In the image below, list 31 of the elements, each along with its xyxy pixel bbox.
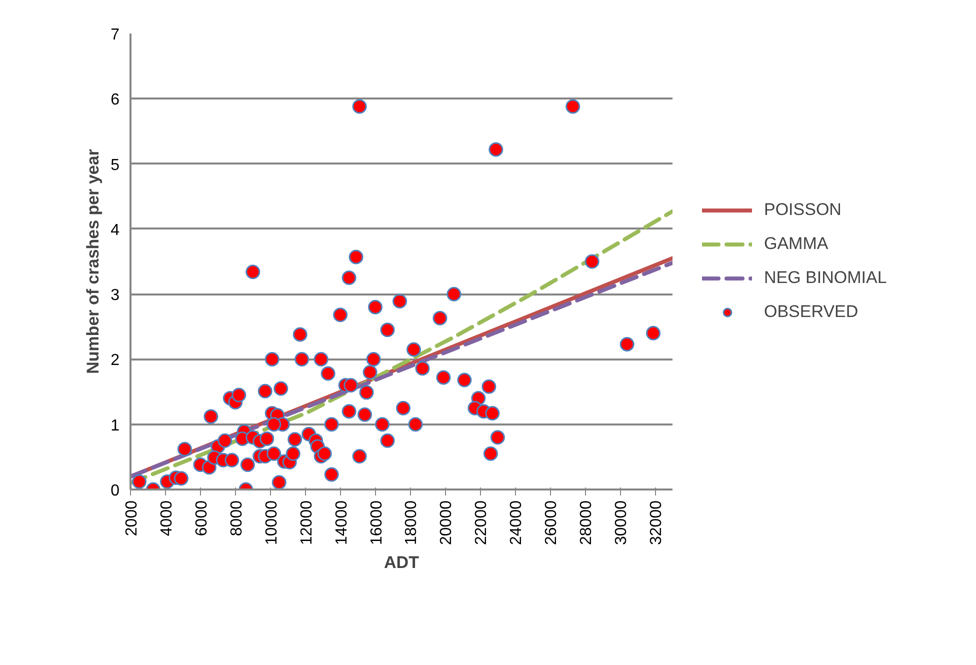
y-tick-label: 6 (110, 92, 120, 109)
x-axis-title: ADT (384, 552, 420, 572)
x-tick-label: 16000 (368, 500, 386, 545)
y-tick-label: 4 (110, 222, 120, 239)
x-tick-label: 4000 (158, 500, 176, 536)
x-tick-label: 22000 (473, 500, 490, 545)
y-tick-label: 7 (110, 26, 120, 44)
y-tick-label: 5 (110, 156, 120, 174)
x-tick-label: 14000 (333, 500, 350, 545)
x-tick-label: 2000 (124, 500, 140, 536)
x-tick-label: 10000 (263, 500, 280, 545)
legend-label: POISSON (764, 200, 842, 220)
x-tick-label: 24000 (508, 500, 526, 545)
x-tick-label: 30000 (613, 500, 630, 545)
x-tick-label: 32000 (648, 500, 666, 545)
x-tick-label: 18000 (403, 500, 420, 545)
x-tick-label: 12000 (298, 500, 316, 545)
x-tick-label: 6000 (193, 500, 210, 536)
y-axis-title: Number of crashes per year (84, 148, 103, 374)
y-tick-label: 2 (110, 352, 120, 370)
line-series (130, 209, 672, 485)
y-tick-label: 0 (110, 482, 120, 500)
y-tick-label: 1 (110, 417, 120, 434)
x-tick-label: 20000 (438, 500, 456, 545)
x-tick-label: 8000 (228, 500, 246, 536)
x-tick-label: 26000 (543, 500, 560, 545)
y-tick-label: 3 (110, 287, 120, 304)
legend-label: OBSERVED (764, 302, 858, 322)
legend-label: NEG BINOMIAL (764, 268, 887, 288)
legend-label: GAMMA (764, 234, 828, 254)
x-tick-label: 28000 (578, 500, 596, 545)
